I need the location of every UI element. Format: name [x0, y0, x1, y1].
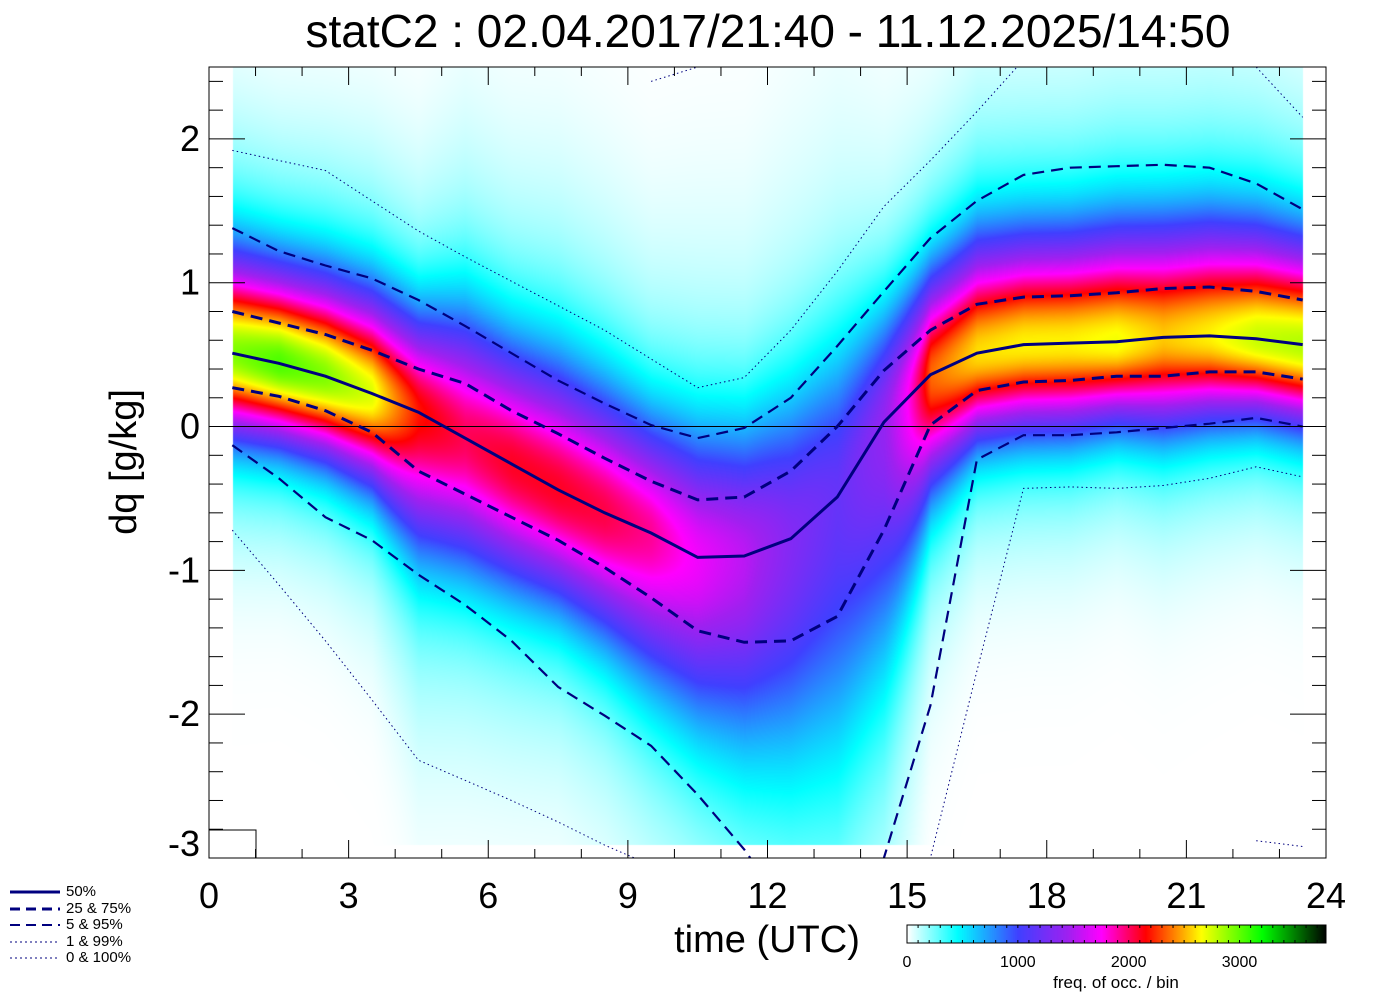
- series-line-0pct: [1256, 840, 1303, 847]
- legend-swatch-solid: [10, 890, 60, 894]
- x-tick-label: 6: [478, 875, 498, 916]
- chart-title: statC2 : 02.04.2017/21:40 - 11.12.2025/1…: [305, 5, 1231, 57]
- legend-label: 1 & 99%: [66, 932, 123, 950]
- colorbar-label: freq. of occ. / bin: [1053, 973, 1179, 992]
- axes-frame: [208, 66, 1327, 859]
- series-line-50pct: [231, 334, 1303, 559]
- colorbar-tick-label: 1000: [1000, 954, 1036, 971]
- colorbar-tick-label: 2000: [1111, 954, 1147, 971]
- colorbar-frame: [906, 924, 1327, 944]
- legend-swatch-dotted: [10, 957, 60, 959]
- x-tick-label: 3: [339, 875, 359, 916]
- x-tick-label: 15: [887, 875, 927, 916]
- series-line-25pct: [232, 370, 1303, 644]
- x-tick-label: 21: [1166, 875, 1206, 916]
- y-tick-label: -3: [168, 823, 200, 864]
- legend: 50% 25 & 75% 5 & 95% 1 & 99% 0 & 100%: [10, 883, 132, 967]
- y-tick-label: -2: [168, 693, 200, 734]
- series-line-75pct: [231, 285, 1303, 502]
- x-tick-label: 9: [618, 875, 638, 916]
- legend-item-1-99: 1 & 99%: [10, 932, 131, 951]
- corner-box: [208, 829, 257, 859]
- series-line-100pct: [650, 67, 1304, 118]
- legend-swatch-dashed-thin: [10, 924, 60, 927]
- y-tick-label: 1: [180, 262, 200, 303]
- x-tick-label: 24: [1306, 875, 1346, 916]
- legend-swatch-dashed: [10, 907, 60, 911]
- legend-swatch-dotted: [10, 941, 60, 943]
- legend-label: 0 & 100%: [66, 949, 132, 966]
- legend-item-0-100: 0 & 100%: [10, 949, 132, 967]
- colorbar-tick-label: 0: [903, 954, 912, 971]
- legend-label: 50%: [66, 883, 97, 900]
- legend-item-50: 50%: [10, 883, 131, 901]
- x-tick-label: 12: [747, 875, 787, 916]
- colorbar-tick-label: 3000: [1222, 954, 1258, 971]
- percentile-lines: [231, 67, 1304, 858]
- x-axis-label: time (UTC): [674, 919, 860, 961]
- legend-label: 5 & 95%: [66, 916, 123, 933]
- series-line-5pct: [231, 416, 1303, 858]
- y-tick-label: -1: [168, 549, 200, 590]
- series-line-1pct: [231, 466, 1303, 858]
- y-tick-label: 0: [180, 406, 200, 447]
- y-tick-label: 2: [180, 118, 200, 159]
- x-tick-label: 18: [1027, 875, 1067, 916]
- legend-item-25-75: 25 & 75%: [10, 899, 132, 918]
- legend-item-5-95: 5 & 95%: [10, 916, 131, 934]
- legend-label: 25 & 75%: [66, 899, 132, 917]
- x-tick-label: 0: [199, 875, 219, 916]
- series-line-95pct: [231, 163, 1304, 440]
- y-axis-label: dq [g/kg]: [103, 389, 145, 535]
